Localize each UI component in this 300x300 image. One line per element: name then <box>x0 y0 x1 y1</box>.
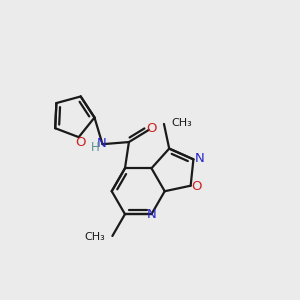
Text: N: N <box>97 137 106 150</box>
Text: N: N <box>194 152 204 165</box>
Text: O: O <box>146 122 157 135</box>
Text: O: O <box>191 180 202 193</box>
Text: CH₃: CH₃ <box>171 118 192 128</box>
Text: O: O <box>75 136 86 149</box>
Text: H: H <box>91 141 100 154</box>
Text: N: N <box>147 208 156 221</box>
Text: CH₃: CH₃ <box>84 232 105 242</box>
